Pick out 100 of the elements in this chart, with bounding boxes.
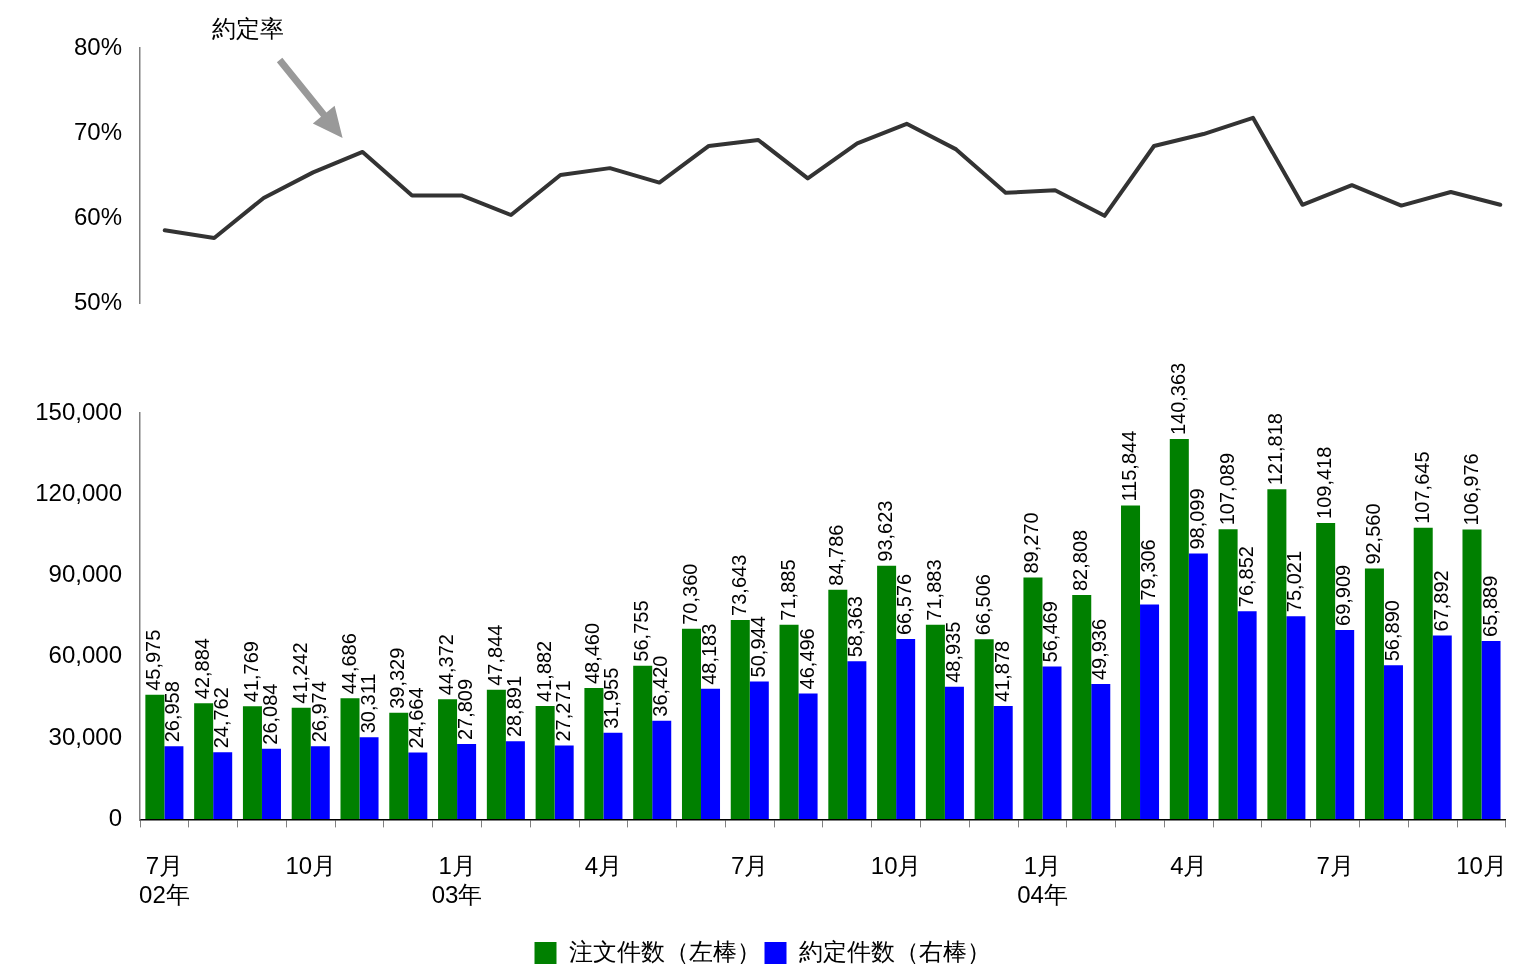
bar xyxy=(1335,629,1355,819)
y-tick-label: 150,000 xyxy=(35,397,122,425)
x-tick-label: 7月 xyxy=(731,852,769,880)
data-label: 75,021 xyxy=(1283,550,1306,613)
y-tick-label: 70% xyxy=(73,117,122,145)
x-tick-label: 10月 xyxy=(285,852,337,880)
bar xyxy=(652,720,672,819)
bar xyxy=(1432,635,1452,819)
data-label: 48,183 xyxy=(698,623,721,685)
bar xyxy=(1218,529,1238,819)
bar xyxy=(730,619,750,819)
bar xyxy=(896,639,916,819)
bar xyxy=(974,639,994,819)
y-tick-label: 90,000 xyxy=(48,560,122,588)
x-tick-label: 1月 04年 xyxy=(1017,852,1068,909)
x-tick-label: 7月 02年 xyxy=(139,852,190,909)
bar xyxy=(798,693,818,819)
y-tick-label: 0 xyxy=(108,804,122,832)
data-label: 48,935 xyxy=(941,621,964,683)
data-label: 41,878 xyxy=(990,640,1013,702)
bar xyxy=(1237,611,1257,819)
data-label: 49,936 xyxy=(1088,618,1111,681)
bar xyxy=(1462,529,1482,819)
bar xyxy=(213,752,233,819)
data-label: 46,496 xyxy=(795,628,818,690)
bar xyxy=(1481,640,1501,819)
data-label: 107,089 xyxy=(1215,452,1238,526)
x-tick-label: 7月 xyxy=(1316,852,1354,880)
bar xyxy=(310,746,330,819)
bar xyxy=(291,707,311,819)
bar xyxy=(1286,616,1306,819)
x-tick-label: 10月 xyxy=(1456,852,1507,880)
legend-label: 注文件数（左棒） xyxy=(568,937,761,965)
x-tick-label: 4月 xyxy=(584,852,623,880)
bar xyxy=(1121,505,1141,819)
data-label: 98,099 xyxy=(1185,488,1208,550)
bar xyxy=(242,706,262,819)
data-label: 106,976 xyxy=(1459,453,1482,526)
bar xyxy=(779,624,799,819)
data-label: 84,786 xyxy=(825,524,848,586)
data-label: 69,909 xyxy=(1332,564,1355,626)
bar xyxy=(1413,527,1433,819)
bar xyxy=(389,712,409,819)
bar xyxy=(633,665,653,819)
bar xyxy=(925,624,945,819)
bar xyxy=(847,661,867,819)
data-label: 73,643 xyxy=(727,554,750,616)
data-label: 71,883 xyxy=(922,559,945,621)
bar xyxy=(1169,439,1189,819)
bar xyxy=(1188,553,1208,819)
bar xyxy=(701,688,721,819)
bar xyxy=(194,703,214,819)
bar xyxy=(340,698,360,819)
bar xyxy=(584,688,604,819)
text: 約定率 xyxy=(211,14,284,42)
data-label: 66,576 xyxy=(893,573,916,636)
x-tick-label: 1月 03年 xyxy=(431,852,483,909)
bar xyxy=(1091,684,1111,819)
x-tick-label: 4月 xyxy=(1170,852,1208,880)
data-label: 56,890 xyxy=(1380,600,1403,662)
data-label: 79,306 xyxy=(1137,539,1160,601)
data-label: 92,560 xyxy=(1361,503,1384,565)
bar xyxy=(1140,604,1160,819)
bar xyxy=(554,745,574,819)
bar xyxy=(603,732,623,819)
bar xyxy=(749,681,769,819)
bar xyxy=(1267,489,1287,819)
bar xyxy=(681,628,701,819)
data-label: 140,363 xyxy=(1166,362,1189,436)
y-tick-label: 50% xyxy=(73,288,122,316)
data-label: 82,808 xyxy=(1069,529,1092,592)
data-label: 89,270 xyxy=(1020,512,1043,574)
y-tick-label: 120,000 xyxy=(35,478,122,506)
data-label: 67,892 xyxy=(1429,570,1452,632)
data-label: 107,645 xyxy=(1410,451,1433,524)
bar xyxy=(164,746,184,819)
bar xyxy=(944,686,964,819)
bar xyxy=(261,748,281,819)
bar xyxy=(408,752,428,819)
bar xyxy=(359,737,379,819)
y-tick-label: 60% xyxy=(73,203,122,231)
bar xyxy=(993,705,1013,819)
bar xyxy=(877,565,897,819)
bar xyxy=(1042,666,1062,819)
data-label: 56,469 xyxy=(1039,601,1062,663)
data-label: 65,889 xyxy=(1478,575,1501,637)
bar xyxy=(457,744,477,819)
y-tick-label: 80% xyxy=(73,32,122,60)
bar xyxy=(145,694,165,819)
y-tick-label: 60,000 xyxy=(48,641,122,669)
bar xyxy=(1383,665,1403,819)
y-tick-label: 30,000 xyxy=(48,722,122,750)
bar xyxy=(505,741,525,819)
bar xyxy=(535,705,555,819)
data-label: 58,363 xyxy=(844,596,867,658)
legend-label: 約定件数（右棒） xyxy=(798,937,991,965)
x-tick-label: 10月 xyxy=(870,852,922,880)
data-label: 76,852 xyxy=(1234,546,1257,608)
bar xyxy=(1072,595,1092,819)
bar xyxy=(438,699,458,819)
